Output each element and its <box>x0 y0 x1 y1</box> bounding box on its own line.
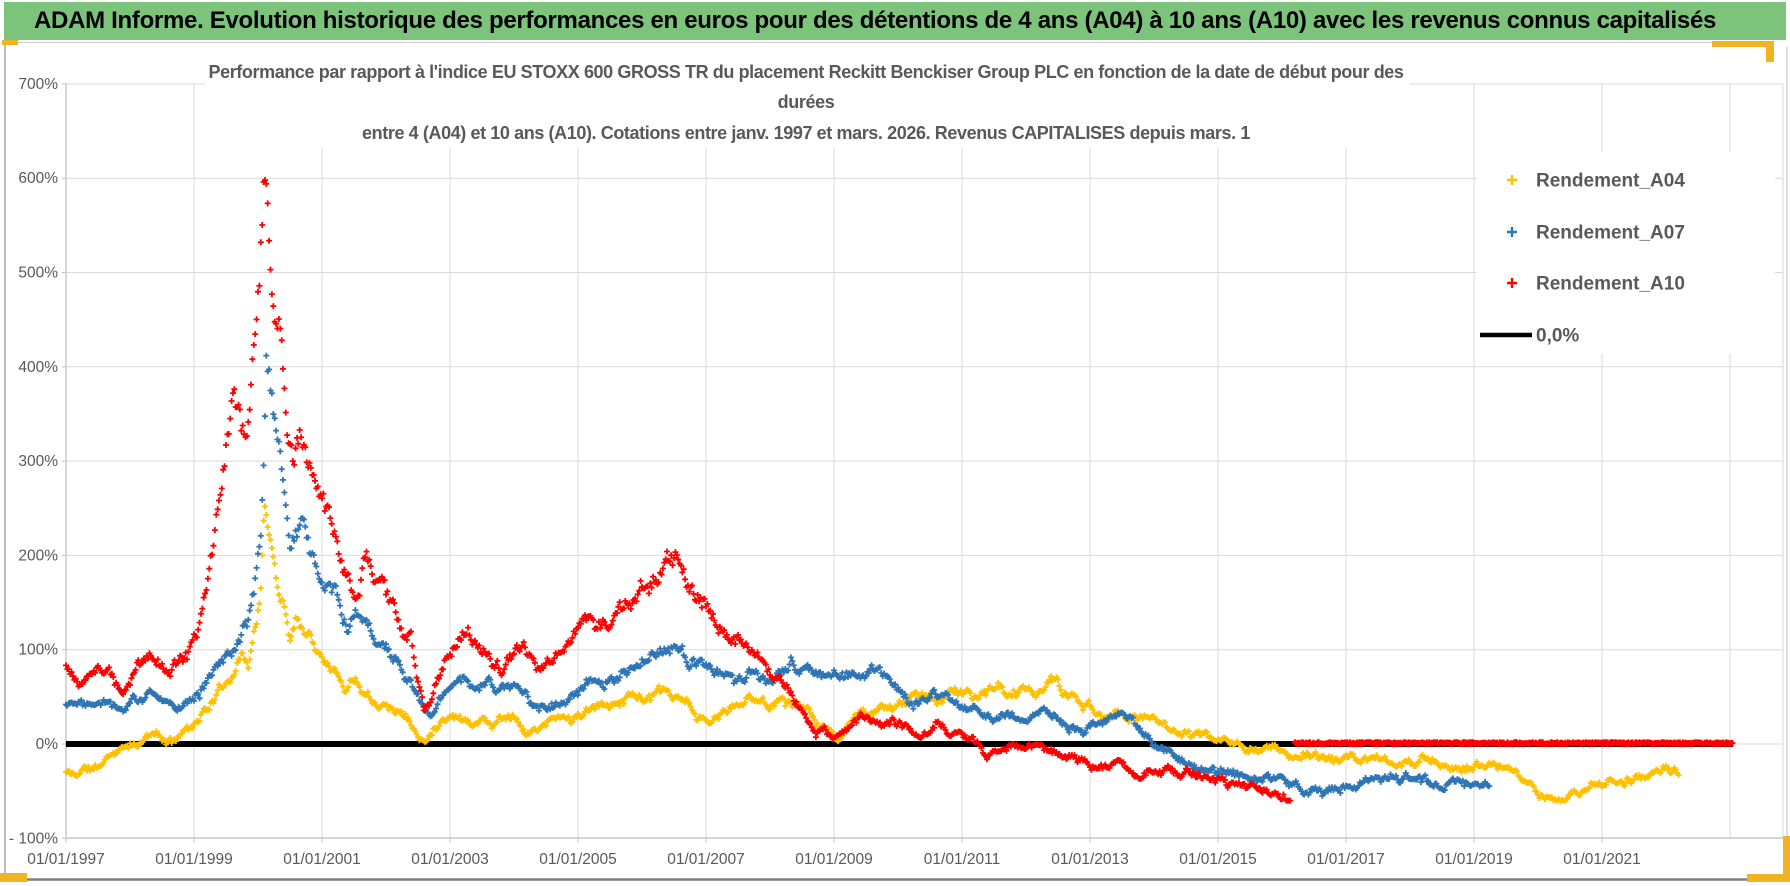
chart-title-bg <box>205 52 1410 148</box>
y-tick-label: 400% <box>18 359 58 376</box>
legend-bg <box>1477 152 1775 354</box>
x-tick-label: 01/01/2013 <box>1051 851 1129 868</box>
legend-entry-Rendement-A04[interactable]: Rendement_A04 <box>1507 171 1685 192</box>
y-tick-label: 700% <box>18 76 58 93</box>
axis-labels: 700% 600% 500% 400% 300% 200% 100% 0% - 100% 01/0… <box>9 76 1641 868</box>
chart-title-line: durées <box>778 92 835 112</box>
selection-handle-top-right[interactable] <box>1712 41 1773 47</box>
y-tick-label: - 100% <box>9 830 58 847</box>
selection-handle-bottom-right-horizontal[interactable] <box>1747 874 1790 882</box>
selection-handle-bottom-right-vertical[interactable] <box>1783 836 1790 882</box>
x-tick-label: 01/01/2017 <box>1307 851 1385 868</box>
x-tick-label: 01/01/2019 <box>1435 851 1513 868</box>
legend-marker-plus-icon <box>1507 175 1517 185</box>
y-tick-label: 0% <box>36 736 59 753</box>
y-tick-label: 100% <box>18 642 58 659</box>
legend-entry-0-0-[interactable]: 0,0% <box>1480 326 1579 347</box>
legend-label: Rendement_A10 <box>1536 274 1685 295</box>
x-tick-label: 01/01/2005 <box>539 851 617 868</box>
legend-label: Rendement_A07 <box>1536 223 1685 244</box>
legend-marker-plus-icon <box>1507 278 1517 288</box>
chart-title-line: entre 4 (A04) et 10 ans (A10). Cotations… <box>362 123 1250 143</box>
chart-title: Performance par rapport à l'indice EU ST… <box>208 62 1404 143</box>
legend-label: Rendement_A04 <box>1536 171 1685 192</box>
selection-handle-bottom-left[interactable] <box>0 873 27 882</box>
legend-entry-Rendement-A07[interactable]: Rendement_A07 <box>1507 223 1685 244</box>
series-Rendement_A10[interactable] <box>63 177 1736 804</box>
header-title: ADAM Informe. Evolution historique des p… <box>34 7 1717 34</box>
x-tick-label: 01/01/1997 <box>27 851 105 868</box>
selection-handle-top-right-tab[interactable] <box>1766 41 1774 62</box>
x-tick-label: 01/01/2011 <box>924 851 1000 868</box>
series-Rendement_A07[interactable] <box>63 352 1493 799</box>
header-bar: ADAM Informe. Evolution historique des p… <box>4 2 1786 40</box>
chart-title-line: Performance par rapport à l'indice EU ST… <box>208 62 1403 82</box>
legend: Rendement_A04 Rendement_A07 Rendement_A10 0… <box>1480 171 1685 347</box>
x-tick-label: 01/01/2021 <box>1563 851 1641 868</box>
x-tick-label: 01/01/2007 <box>667 851 745 868</box>
y-tick-label: 500% <box>18 265 58 282</box>
y-tick-label: 300% <box>18 453 58 470</box>
legend-marker-plus-icon <box>1507 227 1517 237</box>
x-tick-label: 01/01/2001 <box>283 851 361 868</box>
gridlines <box>66 83 1783 839</box>
series-Rendement_A04[interactable] <box>63 503 1682 805</box>
y-tick-label: 200% <box>18 547 58 564</box>
y-tick-label: 600% <box>18 170 58 187</box>
x-tick-label: 01/01/2009 <box>795 851 873 868</box>
legend-entry-Rendement-A10[interactable]: Rendement_A10 <box>1507 274 1685 295</box>
x-tick-label: 01/01/2015 <box>1179 851 1257 868</box>
selection-handle-top-left[interactable] <box>2 40 18 45</box>
x-tick-label: 01/01/1999 <box>155 851 233 868</box>
x-tick-label: 01/01/2003 <box>411 851 489 868</box>
legend-label: 0,0% <box>1536 326 1579 347</box>
